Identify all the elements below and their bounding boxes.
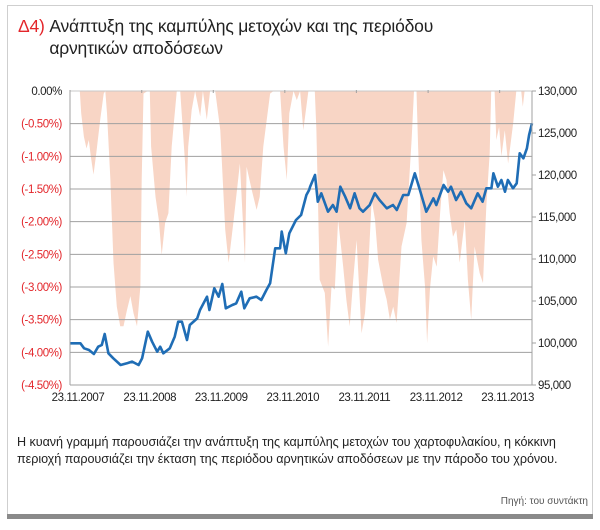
figure-source: Πηγή: του συντάκτη [500, 496, 588, 507]
right-axis-tick-label: 95,000 [538, 380, 571, 392]
left-axis-tick-label: (-1.00%) [21, 151, 62, 163]
card-bottom-bar [7, 514, 593, 519]
right-axis-tick-label: 125,000 [538, 128, 577, 140]
equity-line-layer [70, 122, 534, 367]
left-axis-tick-label: (-2.50%) [21, 249, 62, 261]
equity-drawdown-chart: 0.00% (-0.50%) (-1.00%) (-1.50%) (-2.00%) (-2… [21, 86, 577, 404]
x-axis-tick-label: 23.11.2007 [52, 392, 105, 404]
x-axis-tick-label: 23.11.2010 [266, 392, 319, 404]
left-axis-tick-label: (-4.50%) [21, 380, 62, 392]
right-axis-tick-label: 130,000 [538, 86, 577, 98]
right-axis-tick-label: 105,000 [538, 296, 577, 308]
x-axis-tick-label: 23.11.2013 [481, 392, 534, 404]
drawdown-area-layer [70, 91, 532, 347]
right-axis-tick-label: 100,000 [538, 338, 577, 350]
axes: 0.00% (-0.50%) (-1.00%) (-1.50%) (-2.00%) (-2… [21, 86, 577, 404]
left-axis-tick-label: (-2.00%) [21, 217, 62, 229]
left-axis-tick-label: (-3.50%) [21, 315, 62, 327]
figure-card [7, 5, 593, 515]
x-axis-tick-label: 23.11.2009 [195, 392, 248, 404]
x-axis-tick-label: 23.11.2008 [123, 392, 176, 404]
right-axis-tick-label: 115,000 [538, 212, 576, 224]
right-axis-tick-label: 120,000 [538, 170, 577, 182]
figure-number: Δ4) [18, 16, 45, 36]
left-axis-tick-label: 0.00% [31, 86, 62, 98]
gridlines [70, 90, 532, 386]
equity-curve-line [70, 122, 534, 367]
left-axis-tick-label: (-1.50%) [21, 184, 62, 196]
x-axis-tick-label: 23.11.2011 [338, 392, 390, 404]
drawdown-area [70, 91, 532, 347]
left-axis-tick-label: (-4.00%) [21, 347, 62, 359]
figure-caption: Η κυανή γραμμή παρουσιάζει την ανάπτυξη … [17, 435, 558, 466]
right-axis-tick-label: 110,000 [538, 254, 576, 266]
x-axis-tick-label: 23.11.2012 [410, 392, 463, 404]
figure-title: Δ4) Ανάπτυξη της καμπύλης μετοχών και τη… [18, 15, 489, 59]
left-axis-tick-label: (-3.00%) [21, 282, 62, 294]
left-axis-tick-label: (-0.50%) [21, 119, 62, 131]
figure-title-text: Ανάπτυξη της καμπύλης μετοχών και της πε… [49, 16, 434, 58]
